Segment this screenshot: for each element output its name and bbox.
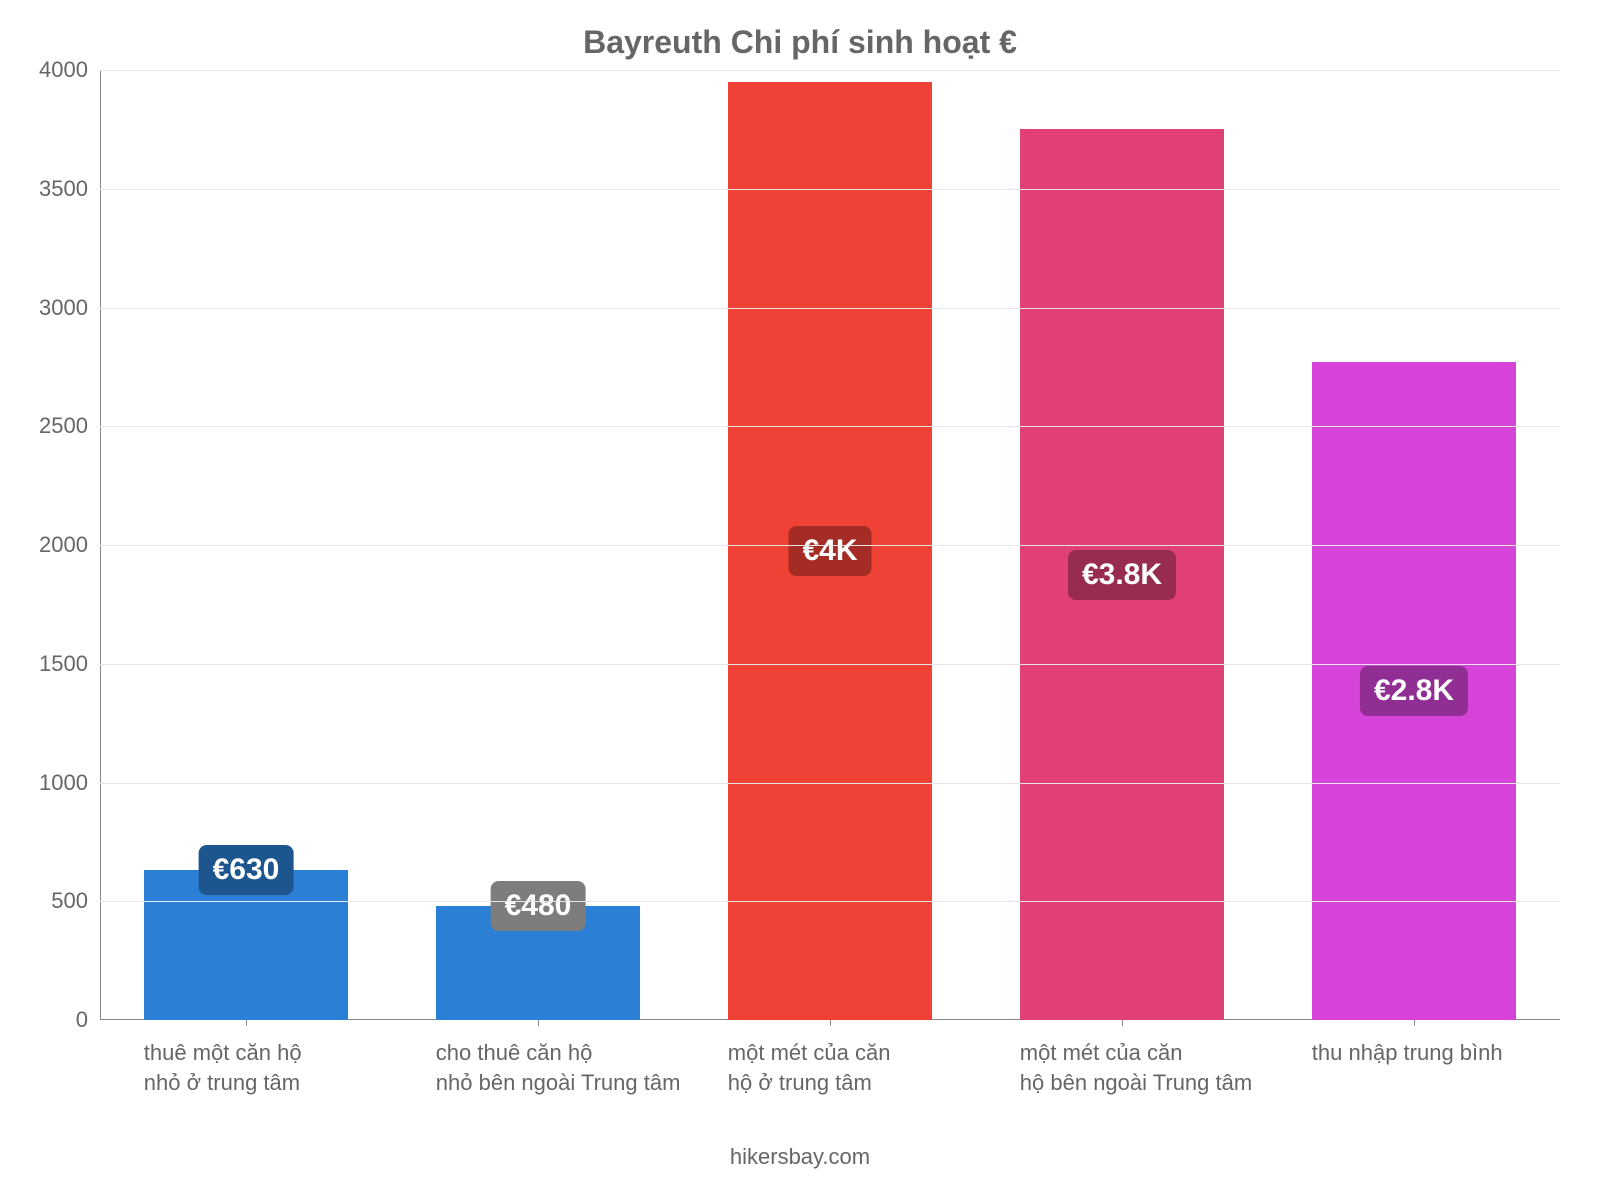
category-label: thuê một căn hộnhỏ ở trung tâm	[144, 1038, 404, 1097]
grid-line	[100, 783, 1560, 784]
grid-line	[100, 664, 1560, 665]
y-tick-label: 0	[76, 1007, 100, 1033]
grid-line	[100, 545, 1560, 546]
attribution: hikersbay.com	[0, 1144, 1600, 1170]
grid-line	[100, 901, 1560, 902]
y-tick-label: 500	[51, 888, 100, 914]
plot-area: €630€480€4K€3.8K€2.8K 050010001500200025…	[100, 70, 1560, 1020]
y-tick-label: 3500	[39, 176, 100, 202]
x-tick	[1414, 1020, 1415, 1026]
chart-container: Bayreuth Chi phí sinh hoạt € €630 €480 €4K…	[0, 0, 1600, 1200]
category-label: một mét của cănhộ bên ngoài Trung tâm	[1020, 1038, 1280, 1097]
bar-value-label: €630	[199, 845, 294, 895]
category-label: thu nhập trung bình	[1312, 1038, 1572, 1068]
category-label: một mét của cănhộ ở trung tâm	[728, 1038, 988, 1097]
bar-value-label: €2.8K	[1360, 666, 1468, 716]
y-tick-label: 1500	[39, 651, 100, 677]
x-tick	[830, 1020, 831, 1026]
y-tick-label: 4000	[39, 57, 100, 83]
chart-title: Bayreuth Chi phí sinh hoạt €	[0, 24, 1600, 61]
y-tick-label: 1000	[39, 770, 100, 796]
x-tick	[1122, 1020, 1123, 1026]
bar-value-label: €4K	[788, 526, 871, 576]
x-tick	[538, 1020, 539, 1026]
y-tick-label: 3000	[39, 295, 100, 321]
grid-line	[100, 70, 1560, 71]
grid-line	[100, 426, 1560, 427]
category-label: cho thuê căn hộnhỏ bên ngoài Trung tâm	[436, 1038, 696, 1097]
x-tick	[246, 1020, 247, 1026]
bar-value-label: €3.8K	[1068, 550, 1176, 600]
bar-value-label: €480	[491, 881, 586, 931]
y-tick-label: 2500	[39, 413, 100, 439]
y-tick-label: 2000	[39, 532, 100, 558]
grid-line	[100, 189, 1560, 190]
grid-line	[100, 308, 1560, 309]
